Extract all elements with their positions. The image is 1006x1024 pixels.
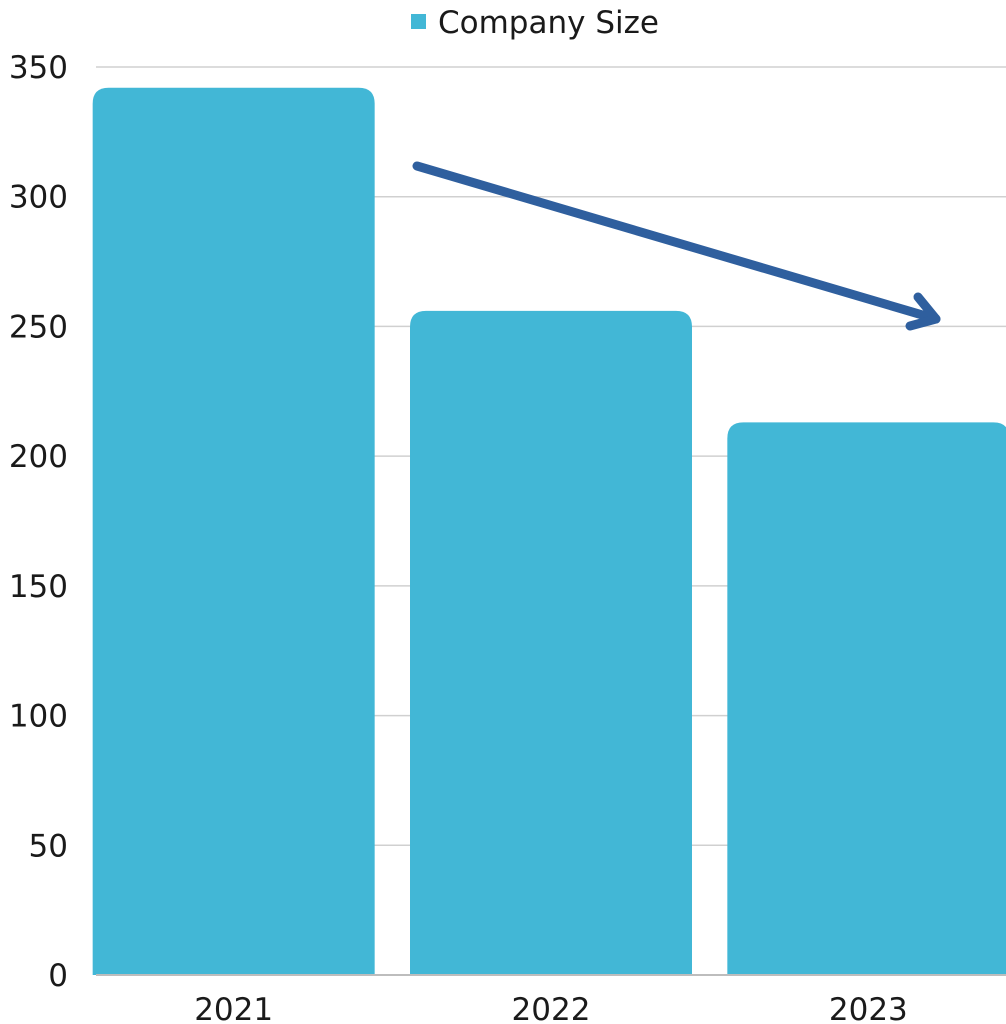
y-tick-label-250: 250 xyxy=(9,309,68,345)
bars xyxy=(92,87,1006,976)
x-tick-label-2023: 2023 xyxy=(829,992,908,1024)
x-axis-tick-labels: 2021 2022 2023 xyxy=(194,992,908,1024)
legend-label-company-size: Company Size xyxy=(438,5,659,41)
y-tick-label-350: 350 xyxy=(9,50,68,86)
y-tick-label-50: 50 xyxy=(29,828,68,864)
y-tick-label-100: 100 xyxy=(9,699,68,735)
y-tick-label-0: 0 xyxy=(48,958,68,994)
y-tick-label-150: 150 xyxy=(9,569,68,605)
x-tick-label-2022: 2022 xyxy=(512,992,591,1024)
legend: Company Size xyxy=(411,5,659,41)
y-tick-label-300: 300 xyxy=(9,180,68,216)
bar-2022 xyxy=(410,310,692,975)
bar-2023 xyxy=(727,422,1006,975)
x-tick-label-2021: 2021 xyxy=(194,992,273,1024)
y-tick-label-200: 200 xyxy=(9,439,68,475)
y-axis-tick-labels: 0 50 100 150 200 250 300 350 xyxy=(9,50,68,994)
trend-arrow-shaft xyxy=(412,161,941,324)
legend-swatch xyxy=(411,14,426,29)
bar-2021 xyxy=(92,87,375,976)
trend-arrow xyxy=(412,161,941,331)
trend-arrow-head xyxy=(905,292,941,331)
